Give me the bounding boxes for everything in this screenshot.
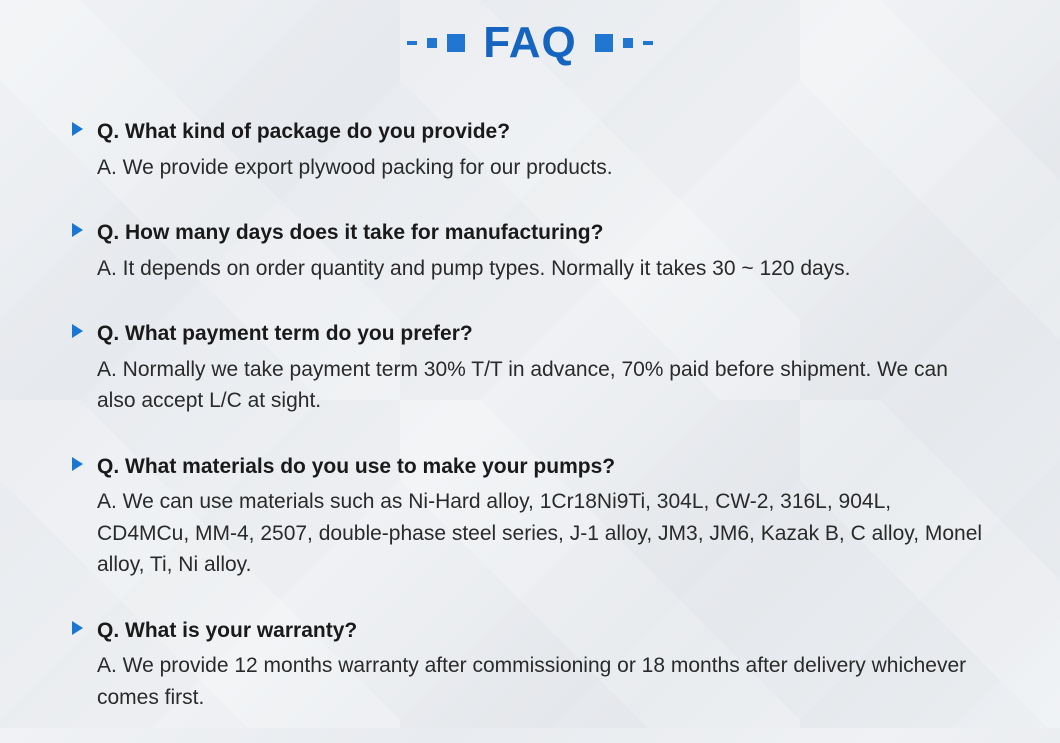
decoration-left — [407, 34, 465, 52]
faq-question: Q. What materials do you use to make you… — [97, 451, 988, 483]
faq-list: Q. What kind of package do you provide? … — [72, 116, 988, 713]
faq-answer: A. We can use materials such as Ni-Hard … — [97, 486, 988, 581]
faq-item: Q. How many days does it take for manufa… — [72, 217, 988, 284]
faq-item: Q. What materials do you use to make you… — [72, 451, 988, 581]
dash-icon — [407, 41, 417, 45]
square-small-icon — [427, 38, 437, 48]
faq-content: Q. How many days does it take for manufa… — [97, 217, 988, 284]
faq-answer: A. Normally we take payment term 30% T/T… — [97, 354, 988, 417]
faq-content: Q. What kind of package do you provide? … — [97, 116, 988, 183]
faq-answer: A. It depends on order quantity and pump… — [97, 253, 988, 285]
faq-answer: A. We provide export plywood packing for… — [97, 152, 988, 184]
faq-item: Q. What payment term do you prefer? A. N… — [72, 318, 988, 417]
page-title: FAQ — [483, 18, 576, 68]
faq-content: Q. What materials do you use to make you… — [97, 451, 988, 581]
bullet — [72, 324, 83, 338]
triangle-right-icon — [72, 324, 83, 338]
faq-question: Q. What kind of package do you provide? — [97, 116, 988, 148]
decoration-right — [595, 34, 653, 52]
faq-item: Q. What is your warranty? A. We provide … — [72, 615, 988, 714]
faq-content: Q. What payment term do you prefer? A. N… — [97, 318, 988, 417]
faq-answer: A. We provide 12 months warranty after c… — [97, 650, 988, 713]
triangle-right-icon — [72, 223, 83, 237]
faq-content: Q. What is your warranty? A. We provide … — [97, 615, 988, 714]
faq-container: FAQ Q. What kind of package do you provi… — [0, 0, 1060, 743]
triangle-right-icon — [72, 621, 83, 635]
square-small-icon — [623, 38, 633, 48]
header: FAQ — [72, 18, 988, 68]
dash-icon — [643, 41, 653, 45]
faq-question: Q. How many days does it take for manufa… — [97, 217, 988, 249]
bullet — [72, 457, 83, 471]
bullet — [72, 223, 83, 237]
faq-item: Q. What kind of package do you provide? … — [72, 116, 988, 183]
triangle-right-icon — [72, 122, 83, 136]
bullet — [72, 621, 83, 635]
faq-question: Q. What payment term do you prefer? — [97, 318, 988, 350]
faq-question: Q. What is your warranty? — [97, 615, 988, 647]
square-large-icon — [595, 34, 613, 52]
square-large-icon — [447, 34, 465, 52]
bullet — [72, 122, 83, 136]
triangle-right-icon — [72, 457, 83, 471]
